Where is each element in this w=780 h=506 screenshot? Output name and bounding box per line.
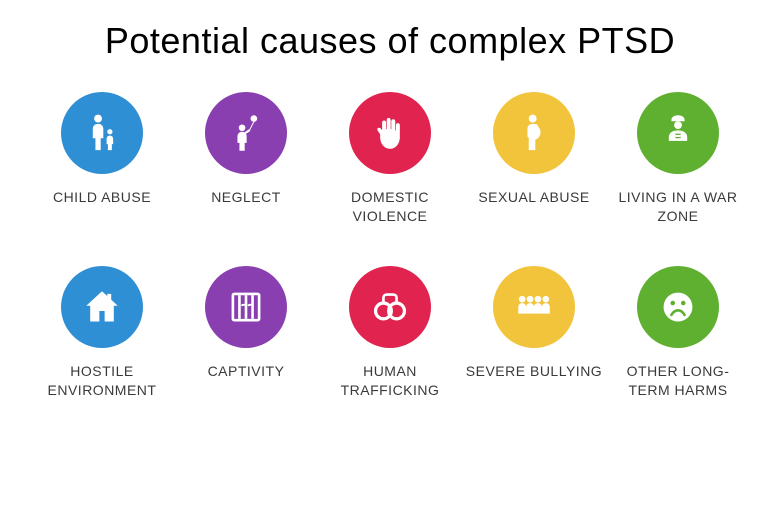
cause-circle xyxy=(637,266,719,348)
cause-item: NEGLECT xyxy=(174,92,318,226)
cause-label: OTHER LONG-TERM HARMS xyxy=(608,362,748,400)
cause-circle xyxy=(205,266,287,348)
cause-label: SEVERE BULLYING xyxy=(466,362,602,381)
cause-label: HOSTILE ENVIRONMENT xyxy=(32,362,172,400)
cause-circle xyxy=(493,266,575,348)
parent-child-icon xyxy=(81,112,123,154)
causes-grid: CHILD ABUSE NEGLECT DOMESTIC VIOLENCE xyxy=(0,92,780,400)
cause-label: LIVING IN A WAR ZONE xyxy=(608,188,748,226)
cause-item: CAPTIVITY xyxy=(174,266,318,400)
cause-item: HOSTILE ENVIRONMENT xyxy=(30,266,174,400)
cause-item: DOMESTIC VIOLENCE xyxy=(318,92,462,226)
cause-label: SEXUAL ABUSE xyxy=(478,188,589,207)
cause-circle xyxy=(493,92,575,174)
cause-circle xyxy=(61,266,143,348)
cause-label: DOMESTIC VIOLENCE xyxy=(320,188,460,226)
prison-bars-icon xyxy=(225,286,267,328)
cause-item: CHILD ABUSE xyxy=(30,92,174,226)
people-group-icon xyxy=(513,286,555,328)
cause-circle xyxy=(61,92,143,174)
cause-label: CHILD ABUSE xyxy=(53,188,151,207)
hand-stop-icon xyxy=(369,112,411,154)
cause-circle xyxy=(349,92,431,174)
soldier-icon xyxy=(657,112,699,154)
cause-item: LIVING IN A WAR ZONE xyxy=(606,92,750,226)
child-balloon-icon xyxy=(225,112,267,154)
cause-item: SEXUAL ABUSE xyxy=(462,92,606,226)
cause-circle xyxy=(637,92,719,174)
house-icon xyxy=(81,286,123,328)
handcuffs-icon xyxy=(369,286,411,328)
cause-label: NEGLECT xyxy=(211,188,281,207)
cause-circle xyxy=(205,92,287,174)
cause-item: OTHER LONG-TERM HARMS xyxy=(606,266,750,400)
sad-face-icon xyxy=(657,286,699,328)
cause-label: HUMAN TRAFFICKING xyxy=(320,362,460,400)
cause-circle xyxy=(349,266,431,348)
page-title: Potential causes of complex PTSD xyxy=(0,0,780,92)
pregnant-icon xyxy=(513,112,555,154)
cause-label: CAPTIVITY xyxy=(208,362,285,381)
cause-item: SEVERE BULLYING xyxy=(462,266,606,400)
cause-item: HUMAN TRAFFICKING xyxy=(318,266,462,400)
